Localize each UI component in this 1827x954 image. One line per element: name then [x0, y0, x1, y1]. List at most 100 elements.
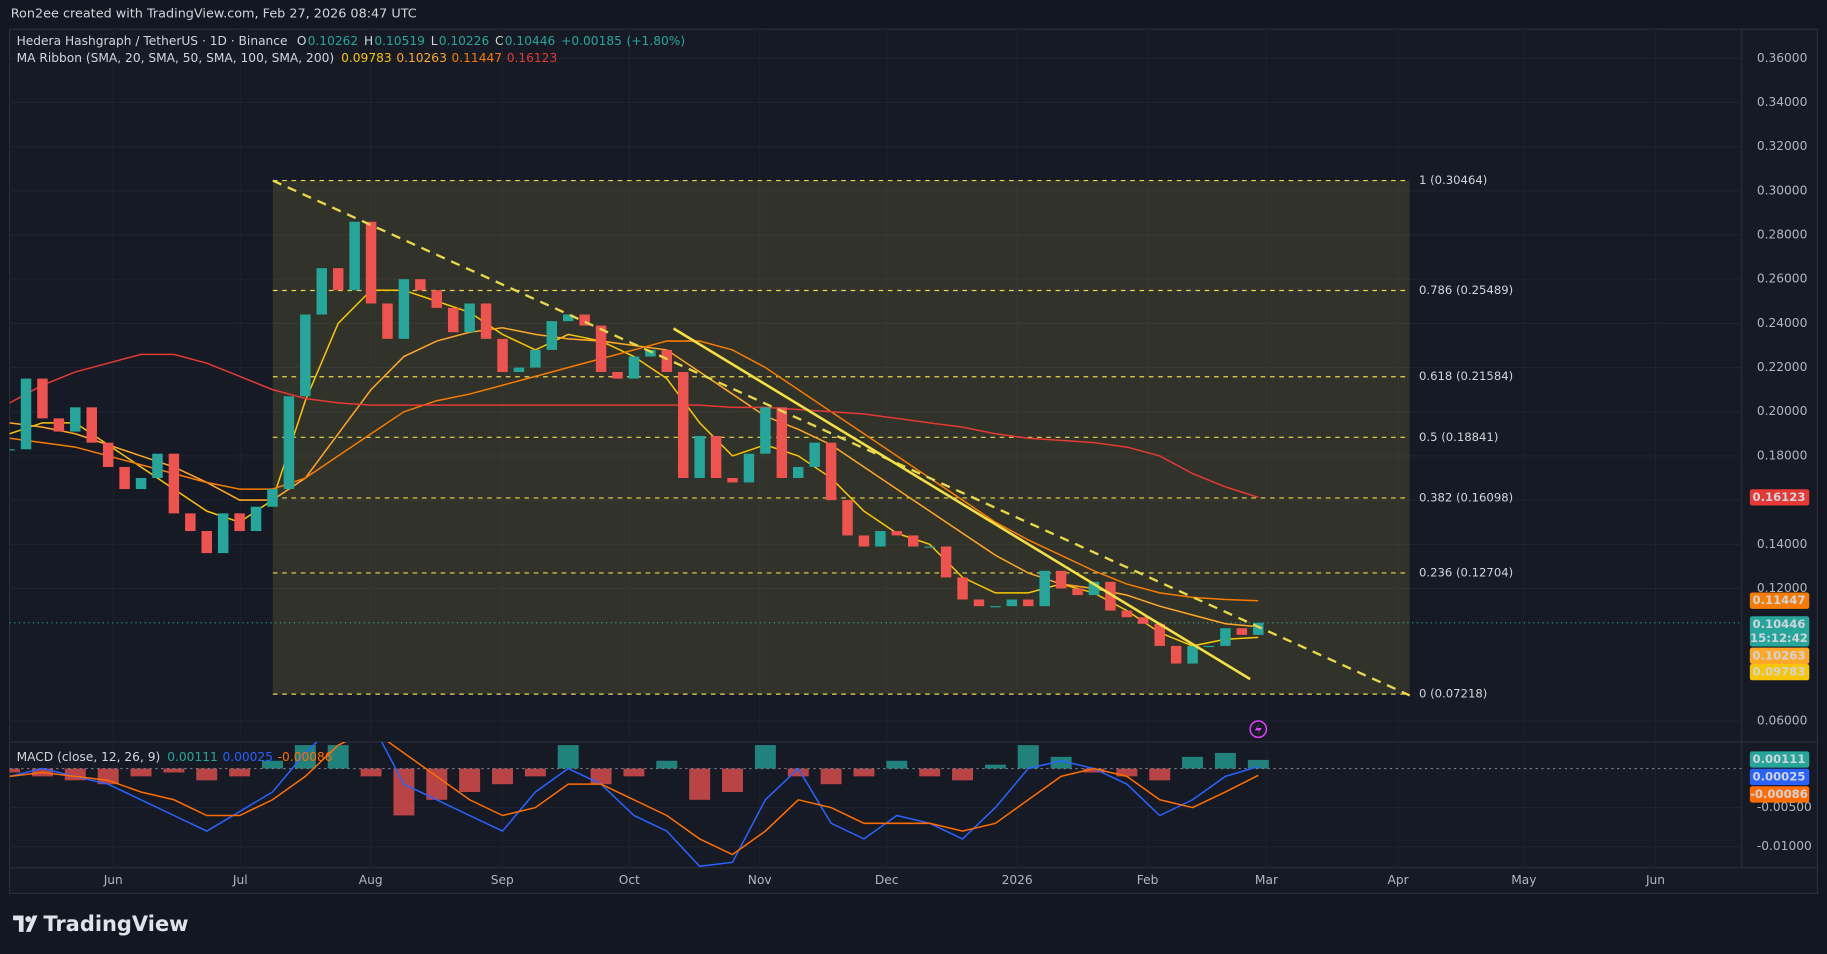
candle — [1170, 645, 1182, 664]
candle — [875, 531, 886, 547]
alert-icon[interactable] — [1249, 720, 1268, 739]
macd-tag-bg — [1749, 786, 1810, 803]
candle — [398, 279, 410, 339]
ma-value: 0.10263 — [396, 51, 447, 65]
candle — [645, 349, 656, 357]
x-tick-label: Nov — [748, 873, 772, 887]
ohlc-label: O — [297, 33, 307, 47]
labels: 0.36000 0.34000 0.32000 0.30000 0.28000 0.260… — [17, 33, 1812, 887]
macd-histogram-bar — [952, 768, 974, 781]
price-tag: 0.10263 — [1752, 648, 1805, 662]
brand: TradingView — [43, 912, 188, 936]
candle — [530, 349, 541, 368]
ohlc-value: 0.10446 — [505, 33, 556, 47]
candle — [1138, 617, 1149, 624]
ma-value: 0.09783 — [341, 51, 392, 65]
candle — [661, 349, 673, 372]
macd-histogram-bar — [656, 760, 678, 769]
candle — [349, 221, 360, 291]
candle — [1121, 610, 1133, 618]
y-tick-label: 0.12000 — [1757, 581, 1808, 595]
macd-value: 0.00025 — [222, 750, 273, 764]
macd-tag: 0.00025 — [1752, 769, 1805, 783]
macd-value: 0.00111 — [167, 750, 218, 764]
macd-histogram-bar — [1017, 745, 1039, 769]
candle — [464, 303, 475, 333]
y-tick-label: 0.26000 — [1757, 272, 1808, 286]
candle — [1236, 628, 1248, 635]
candle — [1154, 623, 1165, 646]
x-tick-label: Jun — [1645, 873, 1665, 887]
price-tag-bg — [1749, 592, 1810, 609]
macd-histogram-bar — [689, 768, 711, 800]
ma-line — [9, 327, 1259, 628]
candle — [1253, 622, 1264, 635]
ma-title: MA Ribbon (SMA, 20, SMA, 50, SMA, 100, S… — [17, 51, 335, 65]
candle — [1187, 645, 1198, 664]
fib-label: 0.618 (0.21584) — [1419, 369, 1513, 383]
macd-histogram-bar — [1214, 752, 1236, 769]
candle — [694, 436, 705, 479]
ohlc-value: 0.10262 — [308, 33, 359, 47]
macd-tag-bg — [1749, 768, 1810, 786]
alert-icon-bolt — [1254, 723, 1262, 736]
y-tick-label: -0.01000 — [1757, 839, 1812, 853]
macd-histogram-bar — [459, 768, 481, 793]
candle — [793, 466, 804, 479]
candle — [53, 418, 65, 432]
x-tick-label: Aug — [359, 873, 383, 887]
candle — [316, 268, 328, 315]
x-tick-label: Apr — [1388, 873, 1410, 887]
y-tick-label: 0.06000 — [1757, 714, 1808, 728]
candle — [119, 466, 130, 490]
candle — [431, 290, 443, 308]
y-tick-label: 0.30000 — [1757, 183, 1808, 197]
x-tick-label: Feb — [1137, 873, 1159, 887]
macd-line — [9, 742, 1259, 868]
candle — [201, 531, 212, 554]
candle — [809, 442, 820, 467]
macd-histogram-bar — [524, 768, 546, 777]
candle — [365, 221, 377, 304]
macd-histogram-bar — [787, 768, 809, 777]
x-tick-label: Sep — [491, 873, 514, 887]
candle — [562, 314, 574, 322]
macd-histogram-bar — [919, 768, 941, 777]
symbol-legend: Hedera Hashgraph / TetherUS · 1D · Binan… — [17, 33, 686, 47]
fib-label: 0.236 (0.12704) — [1419, 565, 1513, 579]
macd-histogram-bar — [393, 768, 415, 816]
y-tick-label: 0.20000 — [1757, 404, 1808, 418]
macd-histogram-bar — [984, 764, 1006, 769]
y-tick-label: -0.00500 — [1757, 800, 1812, 814]
candle — [579, 314, 590, 326]
candle — [595, 325, 607, 372]
candle — [1039, 570, 1050, 607]
macd-histogram-bar — [886, 760, 908, 769]
macd-histogram-bar — [1050, 756, 1072, 769]
candle — [858, 535, 870, 547]
ohlc-label: L — [431, 33, 438, 47]
candle — [842, 500, 853, 536]
macd-marks — [9, 742, 1742, 868]
candle — [891, 531, 903, 536]
ma-value: 0.11447 — [452, 51, 503, 65]
candle — [628, 356, 640, 379]
macd-histogram-bar — [294, 745, 316, 769]
candle — [973, 599, 985, 607]
candle — [102, 442, 114, 467]
price-tag-bg — [1749, 663, 1810, 681]
macd-histogram-bar — [163, 768, 185, 773]
candle — [1105, 581, 1116, 611]
candle — [908, 535, 919, 547]
macd-histogram-bar — [426, 768, 448, 800]
change: +0.00185 — [561, 33, 622, 47]
x-tick-label: Oct — [619, 873, 640, 887]
trendline — [672, 327, 1251, 681]
macd-histogram-bar — [261, 760, 283, 769]
y-tick-label: 0.22000 — [1757, 360, 1808, 374]
candle — [9, 449, 15, 451]
macd-histogram-bar — [1116, 768, 1138, 777]
ma-legend: MA Ribbon (SMA, 20, SMA, 50, SMA, 100, S… — [17, 51, 558, 65]
